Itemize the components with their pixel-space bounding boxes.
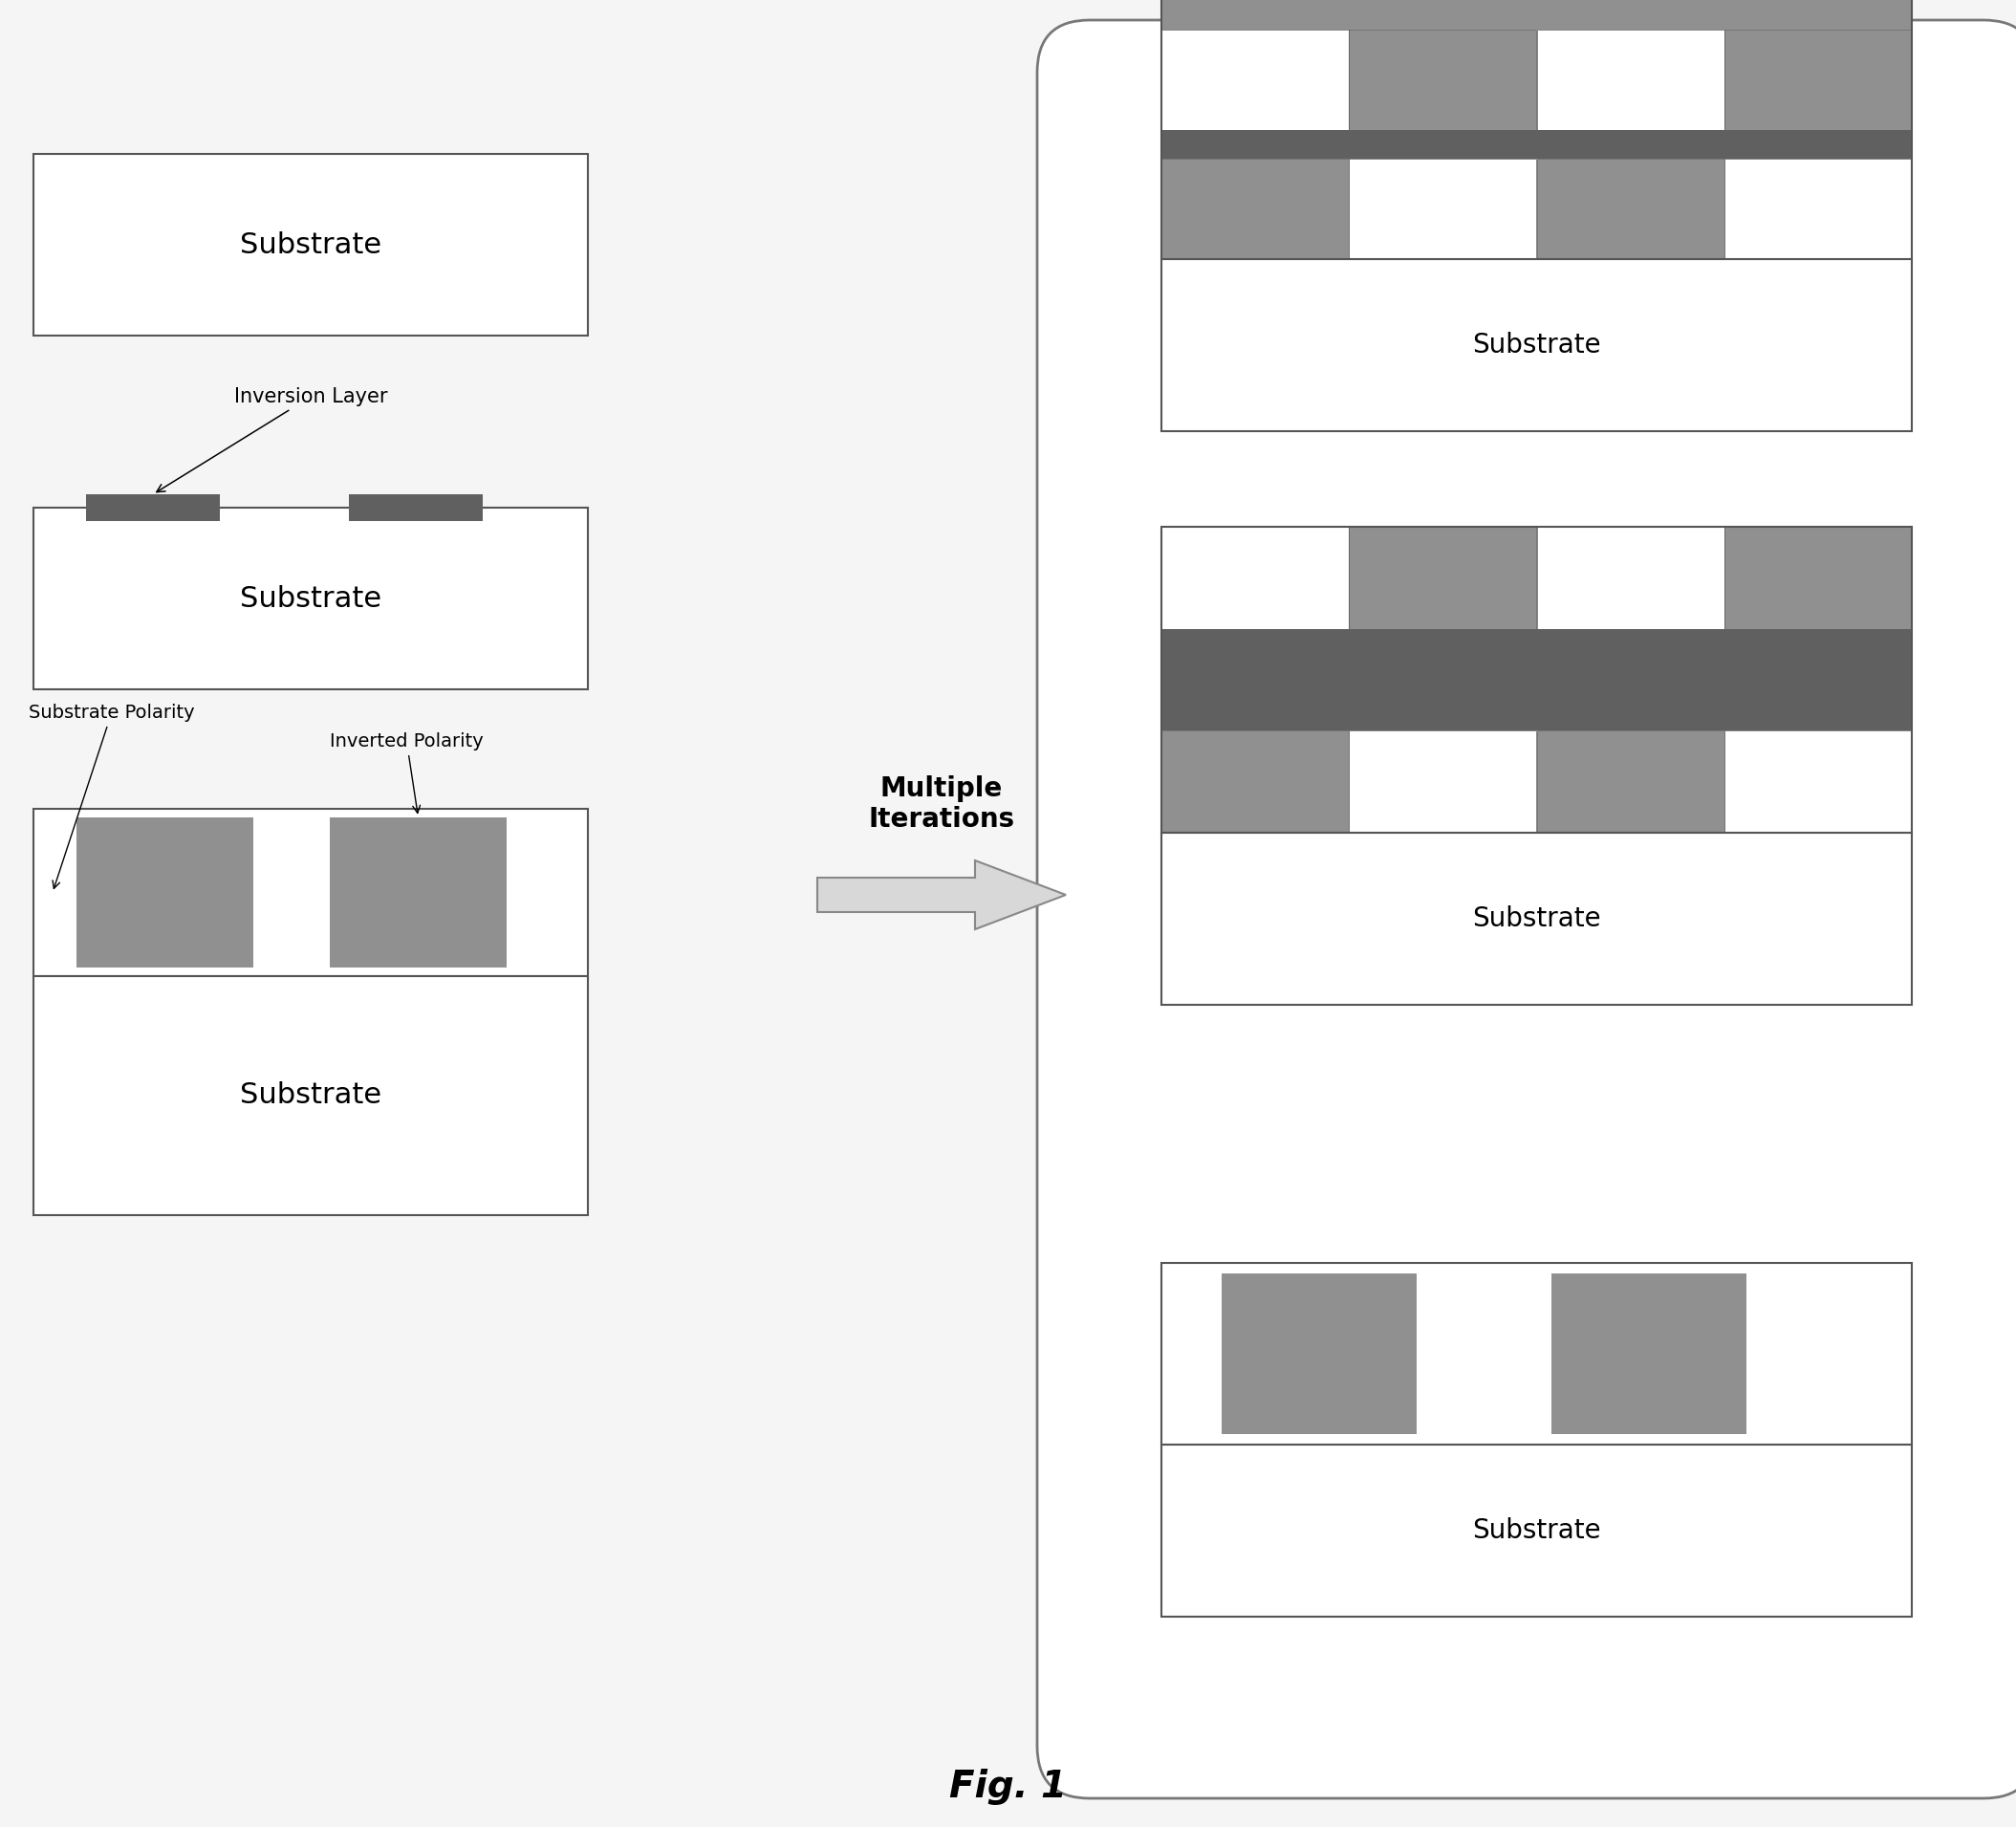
Text: Substrate: Substrate [240,1082,381,1109]
Bar [1161,29,1349,130]
Text: Substrate: Substrate [1472,906,1601,932]
Bar [1724,29,1911,130]
Bar [1161,731,1349,833]
Bar [1349,29,1536,130]
Bar [1161,1445,1911,1617]
Bar [1536,159,1724,259]
Bar [1161,159,1349,259]
Text: Substrate: Substrate [1472,333,1601,358]
Bar [1161,0,1911,259]
FancyBboxPatch shape [1036,20,2016,1798]
Bar [87,495,220,521]
Bar [1161,0,1911,29]
Text: Inversion Layer: Inversion Layer [157,387,387,491]
Bar [1161,1262,1911,1445]
Bar [349,495,482,521]
Bar [77,817,254,968]
Bar [1536,526,1724,628]
Bar [1552,1273,1746,1434]
Bar [34,809,589,976]
Bar [1161,526,1911,833]
Bar [1222,1273,1417,1434]
Bar [1724,159,1911,259]
Bar [1161,833,1911,1005]
Bar [34,508,589,689]
Bar [34,976,589,1215]
Bar [1161,628,1911,731]
Text: Substrate: Substrate [240,585,381,612]
Bar [1536,29,1724,130]
Bar [1161,130,1911,159]
Bar [1349,159,1536,259]
Text: Inverted Polarity: Inverted Polarity [331,733,484,813]
Text: Substrate Polarity: Substrate Polarity [28,703,196,888]
Text: Multiple
Iterations: Multiple Iterations [869,775,1014,833]
Bar [1724,526,1911,628]
Text: Substrate: Substrate [240,230,381,259]
Bar [34,153,589,336]
Bar [1349,526,1536,628]
Bar [1161,526,1349,628]
Bar [1536,731,1724,833]
Bar [1349,731,1536,833]
Text: Fig. 1: Fig. 1 [950,1769,1066,1805]
Text: Substrate: Substrate [1472,1516,1601,1544]
Polygon shape [816,861,1066,930]
Bar [1161,259,1911,431]
Bar [331,817,506,968]
Bar [1724,731,1911,833]
